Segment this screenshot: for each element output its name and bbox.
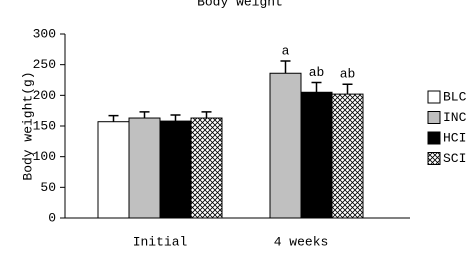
significance-label: ab: [309, 65, 325, 80]
error-bar: [139, 111, 150, 119]
legend-swatch: [427, 111, 441, 124]
legend-label: HCI: [443, 130, 466, 145]
bar: [128, 117, 161, 219]
legend-label: INC: [443, 110, 467, 125]
legend-swatch: [427, 131, 441, 145]
y-tick-label: 300: [33, 26, 56, 41]
bar: [97, 121, 130, 219]
y-tick-label: 150: [33, 118, 56, 133]
chart-title: Body weight: [197, 0, 283, 9]
y-axis-label: Body weight(g): [20, 71, 35, 180]
legend-label: BLC: [443, 89, 467, 104]
significance-label: a: [282, 43, 290, 58]
error-bar: [280, 60, 291, 74]
error-bar: [108, 114, 119, 122]
legend-label: SCI: [443, 151, 466, 166]
x-tick-label: 4 weeks: [274, 234, 329, 249]
bar: [300, 91, 333, 219]
significance-label: ab: [340, 67, 356, 82]
legend-swatch: [427, 90, 441, 104]
bar: [331, 93, 364, 219]
bar: [190, 117, 223, 219]
y-tick-label: 250: [33, 57, 56, 72]
bar: [269, 72, 302, 219]
y-tick-label: 50: [40, 180, 56, 195]
legend-swatch: [427, 152, 441, 165]
x-tick-label: Initial: [133, 234, 188, 249]
y-tick-label: 100: [33, 149, 56, 164]
y-tick-label: 200: [33, 88, 56, 103]
error-bar: [311, 81, 322, 93]
error-bar: [201, 111, 212, 119]
error-bar: [342, 83, 353, 95]
y-tick-label: 0: [48, 210, 56, 225]
error-bar: [170, 114, 181, 122]
bar: [159, 120, 192, 219]
